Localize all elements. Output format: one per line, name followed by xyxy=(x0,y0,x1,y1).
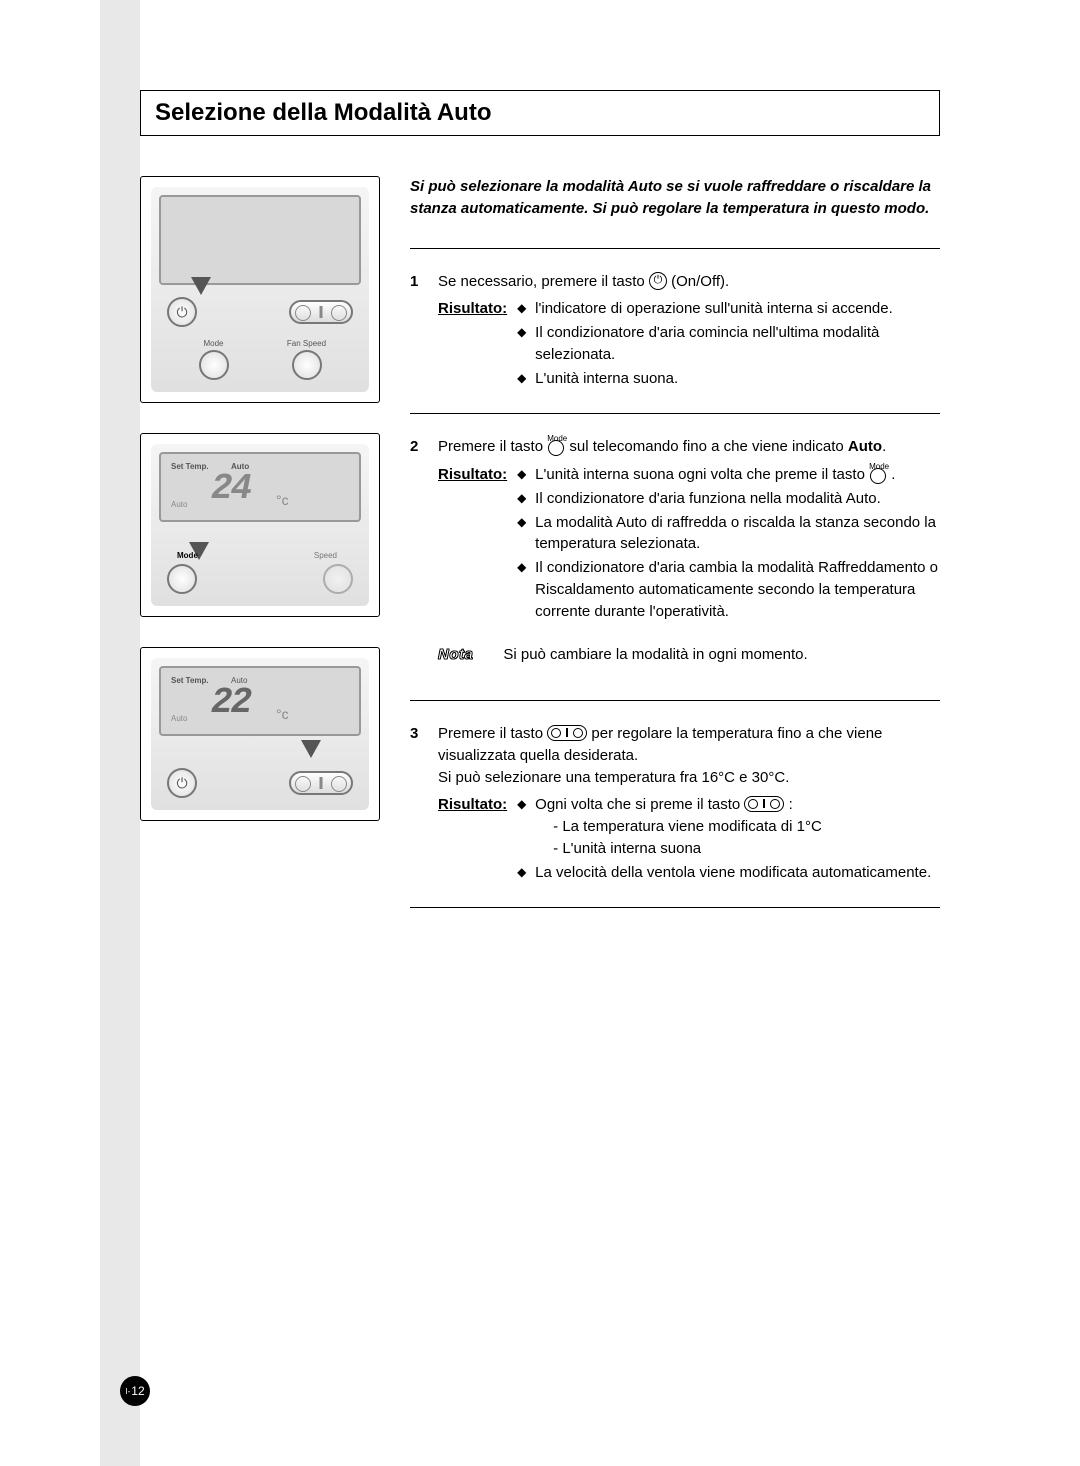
bullet: Il condizionatore d'aria cambia la modal… xyxy=(517,557,940,622)
power-button: ⏻ xyxy=(167,297,197,327)
bullet: Il condizionatore d'aria comincia nell'u… xyxy=(517,322,940,366)
set-temp-label: Set Temp. xyxy=(171,462,209,471)
auto-bold: Auto xyxy=(848,438,882,455)
bullet: La modalità Auto di raffredda o riscalda… xyxy=(517,512,940,556)
text-part: Ogni volta che si preme il tasto xyxy=(535,796,744,813)
step-number: 3 xyxy=(410,723,424,885)
remote-screen-24: Set Temp. Auto Auto 24 °c xyxy=(159,452,361,522)
temp-rocker xyxy=(289,300,353,324)
step-1-text: Se necessario, premere il tasto (On/Off)… xyxy=(438,271,940,293)
temp-unit: °c xyxy=(276,492,289,508)
title-box: Selezione della Modalità Auto xyxy=(140,90,940,136)
nota-label: Nota xyxy=(438,644,473,666)
bullet: L'unità interna suona. xyxy=(517,368,940,390)
fan-speed-label: Fan Speed xyxy=(260,339,353,348)
step-2-text: Premere il tasto Mode sul telecomando fi… xyxy=(438,436,940,458)
fan-speed-button xyxy=(292,350,322,380)
speed-button xyxy=(323,564,353,594)
sub-bullet: - L'unità interna suona xyxy=(535,838,940,860)
step-number: 1 xyxy=(410,271,424,392)
page-num-value: 12 xyxy=(131,1384,144,1398)
illustrations-column: ⏻ Mode Fan Speed xyxy=(140,176,380,930)
step-2: 2 Premere il tasto Mode sul telecomando … xyxy=(410,436,940,678)
speed-label: Speed xyxy=(314,551,337,560)
power-button: ⏻ xyxy=(167,768,197,798)
mode-button-icon xyxy=(548,440,564,456)
temp-digits: 22 xyxy=(211,682,250,723)
step-number: 2 xyxy=(410,436,424,678)
text-part: Premere il tasto xyxy=(438,438,547,455)
separator xyxy=(410,248,940,249)
sub-bullet: - La temperatura viene modificata di 1°C xyxy=(535,816,940,838)
step-3-range: Si può selezionare una temperatura fra 1… xyxy=(438,767,940,789)
remote-screen-22: Set Temp. Auto Auto 22 °c xyxy=(159,666,361,736)
auto-side-label: Auto xyxy=(171,714,187,723)
bullet: l'indicatore di operazione sull'unità in… xyxy=(517,298,940,320)
mode-button xyxy=(199,350,229,380)
mode-label: Mode xyxy=(167,339,260,348)
separator xyxy=(410,907,940,908)
temp-unit: °c xyxy=(276,706,289,722)
page-num-prefix: I- xyxy=(125,1387,130,1396)
separator xyxy=(410,700,940,701)
result-list: Ogni volta che si preme il tasto : - La … xyxy=(517,794,940,885)
text-part: sul telecomando fino a che viene indicat… xyxy=(565,438,848,455)
intro-text: Si può selezionare la modalità Auto se s… xyxy=(410,176,940,220)
remote-illustration-2: Set Temp. Auto Auto 24 °c Mode Speed xyxy=(140,433,380,617)
risultato-label: Risultato xyxy=(438,298,507,391)
bullet: L'unità interna suona ogni volta che pre… xyxy=(517,464,940,486)
nota-text: Si può cambiare la modalità in ogni mome… xyxy=(503,644,807,666)
power-icon xyxy=(649,272,667,290)
bullet: Il condizionatore d'aria funziona nella … xyxy=(517,488,940,510)
page-number-badge: I-12 xyxy=(120,1376,150,1406)
text-part: L'unità interna suona ogni volta che pre… xyxy=(535,466,869,483)
temp-rocker xyxy=(289,771,353,795)
text-part: Se necessario, premere il tasto xyxy=(438,273,649,290)
step-3: 3 Premere il tasto per regolare la tempe… xyxy=(410,723,940,885)
text-part: : xyxy=(784,796,792,813)
press-arrow-icon xyxy=(301,740,321,758)
bullet: La velocità della ventola viene modifica… xyxy=(517,862,940,884)
temp-rocker-icon xyxy=(744,796,784,812)
text-part: (On/Off). xyxy=(667,273,729,290)
step-1: 1 Se necessario, premere il tasto (On/Of… xyxy=(410,271,940,392)
set-temp-label: Set Temp. xyxy=(171,676,209,685)
mode-button-icon xyxy=(870,468,886,484)
text-part: . xyxy=(882,438,886,455)
separator xyxy=(410,413,940,414)
note-row: Nota Si può cambiare la modalità in ogni… xyxy=(438,644,940,666)
temp-rocker-icon xyxy=(547,725,587,741)
page-title: Selezione della Modalità Auto xyxy=(155,99,925,127)
left-margin-band xyxy=(100,0,140,1466)
temp-digits: 24 xyxy=(211,468,250,509)
result-list: L'unità interna suona ogni volta che pre… xyxy=(517,464,940,624)
remote-screen-blank xyxy=(159,195,361,285)
risultato-label: Risultato xyxy=(438,794,507,885)
risultato-label: Risultato xyxy=(438,464,507,624)
step-3-text: Premere il tasto per regolare la tempera… xyxy=(438,723,940,767)
instructions-column: Si può selezionare la modalità Auto se s… xyxy=(410,176,940,930)
text-part: Premere il tasto xyxy=(438,725,547,742)
press-arrow-icon xyxy=(191,277,211,295)
mode-label-highlight: Mode xyxy=(177,551,198,560)
remote-illustration-1: ⏻ Mode Fan Speed xyxy=(140,176,380,403)
bullet: Ogni volta che si preme il tasto : - La … xyxy=(517,794,940,859)
remote-illustration-3: Set Temp. Auto Auto 22 °c ⏻ xyxy=(140,647,380,821)
page-content: Selezione della Modalità Auto ⏻ xyxy=(140,0,940,930)
auto-side-label: Auto xyxy=(171,500,187,509)
result-list: l'indicatore di operazione sull'unità in… xyxy=(517,298,940,391)
mode-button xyxy=(167,564,197,594)
